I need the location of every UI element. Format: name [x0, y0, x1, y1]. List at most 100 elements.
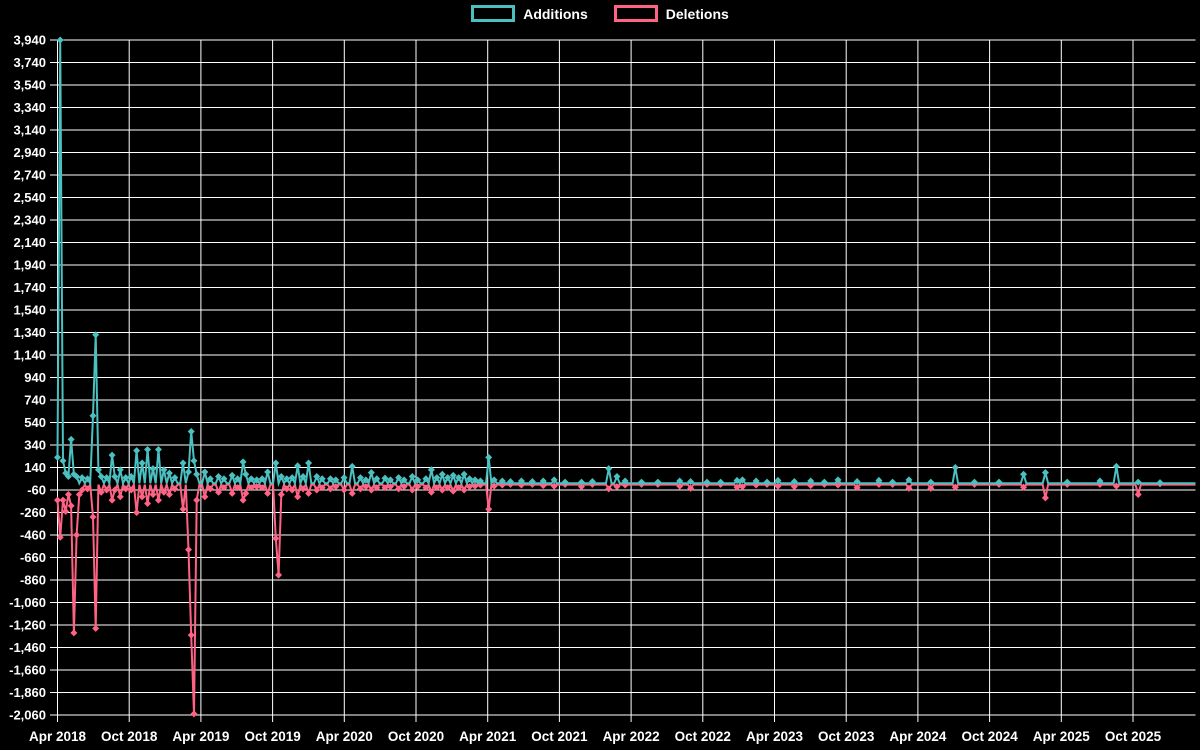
- deletions-point-marker: [179, 505, 187, 513]
- additions-point-marker: [299, 472, 307, 481]
- deletions-point-marker: [340, 486, 348, 494]
- additions-point-marker: [305, 459, 313, 467]
- additions-point-marker: [889, 478, 897, 486]
- deletions-point-marker: [517, 481, 525, 489]
- legend-item-deletions[interactable]: Deletions: [613, 5, 729, 22]
- additions-point-marker: [995, 478, 1003, 486]
- deletions-point-marker: [127, 486, 135, 494]
- additions-point-marker: [53, 453, 62, 461]
- additions-point-marker: [654, 478, 662, 486]
- additions-point-marker: [490, 476, 498, 484]
- deletions-point-marker: [59, 496, 67, 504]
- y-axis-tick-label: 740: [24, 393, 46, 408]
- y-axis-tick-label: -660: [20, 550, 46, 565]
- additions-point-marker: [927, 478, 935, 486]
- additions-point-marker: [184, 468, 193, 476]
- deletions-point-marker: [438, 486, 446, 494]
- x-axis-tick-label: Oct 2023: [818, 729, 875, 744]
- x-axis-tick-label: Oct 2019: [244, 729, 300, 744]
- additions-point-marker: [160, 466, 168, 474]
- x-axis-tick-label: Oct 2025: [1105, 729, 1162, 744]
- deletions-point-marker: [313, 486, 321, 494]
- additions-point-marker: [84, 475, 92, 483]
- additions-point-marker: [1112, 462, 1120, 470]
- y-axis-tick-label: 140: [24, 460, 46, 475]
- additions-point-marker: [201, 468, 209, 476]
- additions-point-marker: [763, 478, 771, 486]
- additions-point-marker: [638, 478, 646, 486]
- deletions-point-marker: [272, 534, 280, 542]
- deletions-swatch-icon: [613, 5, 658, 22]
- x-axis-tick-label: Apr 2023: [746, 729, 804, 744]
- deletions-point-marker: [362, 483, 370, 491]
- additions-point-marker: [460, 470, 468, 478]
- deletions-point-marker: [193, 496, 201, 504]
- x-axis-tick-label: Apr 2018: [29, 729, 87, 744]
- additions-point-marker: [253, 476, 261, 484]
- additions-point-marker: [94, 466, 102, 474]
- deletions-point-marker: [455, 484, 463, 492]
- additions-point-marker: [455, 474, 463, 482]
- x-axis-tick-label: Oct 2022: [675, 729, 731, 744]
- additions-point-marker: [539, 477, 547, 485]
- additions-point-marker: [621, 477, 629, 485]
- deletions-point-marker: [613, 483, 621, 491]
- y-axis-tick-label: 3,340: [13, 100, 46, 115]
- deletions-point-marker: [305, 489, 313, 497]
- deletions-point-marker: [460, 486, 468, 494]
- additions-line: [56, 39, 1196, 488]
- deletions-point-marker: [676, 482, 684, 490]
- additions-point-marker: [116, 466, 124, 474]
- y-axis-tick-label: 1,940: [13, 258, 46, 273]
- additions-point-marker: [577, 478, 585, 486]
- additions-point-marker: [264, 468, 272, 476]
- additions-point-marker: [179, 459, 187, 467]
- deletions-point-marker: [275, 571, 283, 579]
- additions-point-marker: [288, 474, 296, 482]
- deletions-point-marker: [326, 485, 334, 493]
- y-axis-tick-label: 2,340: [13, 213, 46, 228]
- deletions-point-marker: [466, 483, 474, 491]
- deletions-point-marker: [490, 482, 498, 490]
- y-axis-tick-label: 1,540: [13, 303, 46, 318]
- additions-point-marker: [239, 458, 247, 466]
- deletions-point-marker: [381, 484, 389, 492]
- additions-point-marker: [193, 470, 201, 478]
- deletions-point-marker: [73, 531, 81, 539]
- deletions-point-marker: [318, 484, 326, 492]
- deletions-point-marker: [220, 484, 228, 492]
- additions-point-marker: [790, 478, 798, 486]
- deletions-point-marker: [67, 502, 75, 510]
- additions-point-marker: [326, 475, 334, 483]
- additions-point-marker: [498, 477, 506, 485]
- deletions-point-marker: [733, 483, 741, 491]
- y-axis-tick-label: 3,140: [13, 123, 46, 138]
- y-axis-tick-label: -1,660: [9, 663, 46, 678]
- legend-item-additions[interactable]: Additions: [471, 5, 588, 22]
- additions-point-marker: [449, 471, 457, 479]
- x-axis-tick-label: Oct 2024: [961, 729, 1018, 744]
- deletions-point-marker: [144, 499, 152, 508]
- x-axis-tick-label: Apr 2020: [316, 729, 373, 744]
- deletions-point-marker: [294, 493, 302, 501]
- additions-point-marker: [56, 36, 64, 44]
- y-axis-tick-label: -1,460: [9, 640, 46, 655]
- additions-point-marker: [408, 472, 416, 481]
- deletions-point-marker: [108, 496, 116, 504]
- deletions-point-marker: [75, 490, 83, 499]
- deletions-point-marker: [53, 496, 62, 504]
- deletions-point-marker: [1041, 494, 1049, 502]
- deletions-point-marker: [408, 486, 416, 494]
- additions-point-marker: [318, 475, 326, 483]
- additions-point-marker: [485, 453, 493, 461]
- deletions-point-marker: [184, 546, 193, 554]
- additions-point-marker: [1096, 477, 1104, 485]
- y-axis-tick-label: -260: [20, 505, 46, 520]
- deletions-point-marker: [790, 483, 798, 491]
- deletions-point-marker: [122, 485, 130, 493]
- y-axis-tick-label: 3,740: [13, 55, 46, 70]
- deletions-point-marker: [154, 496, 162, 504]
- deletions-point-marker: [165, 490, 173, 499]
- y-axis-tick-label: 2,940: [13, 145, 46, 160]
- y-axis-tick-label: -860: [20, 573, 46, 588]
